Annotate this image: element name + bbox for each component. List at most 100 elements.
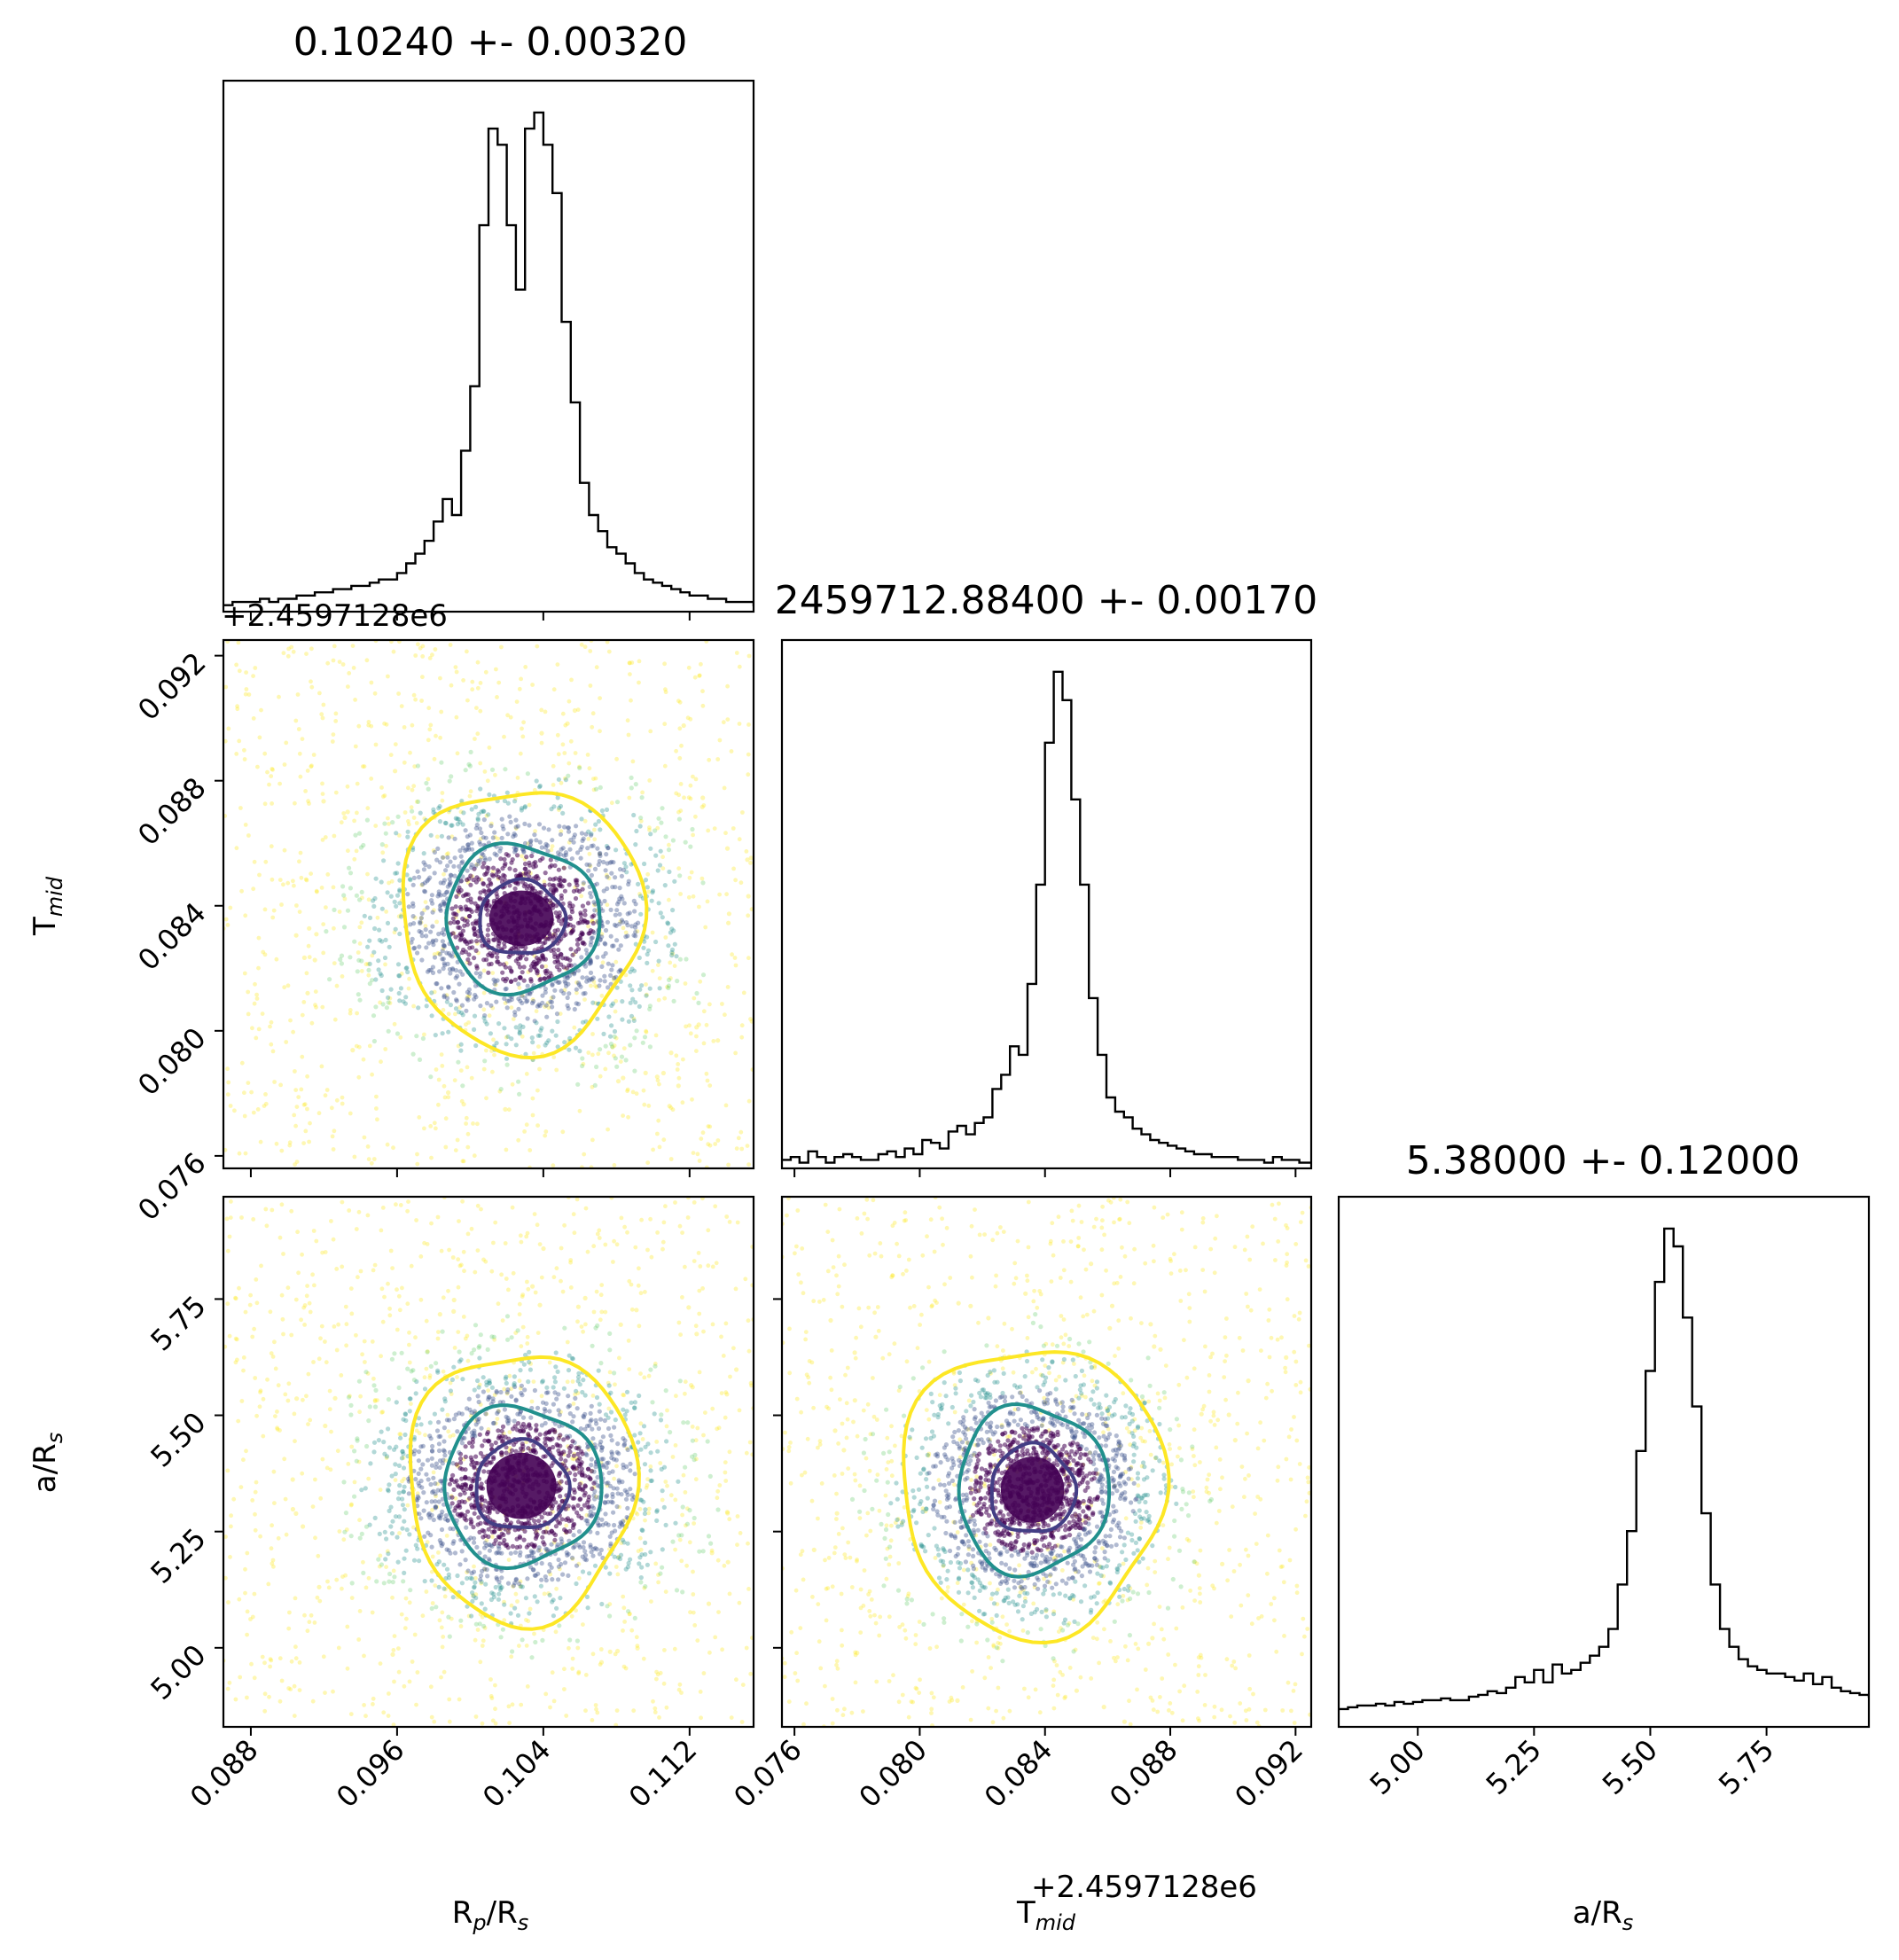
scatter-point (513, 847, 519, 853)
scatter-point (715, 1558, 721, 1563)
scatter-point (475, 685, 481, 691)
scatter-point (427, 1433, 433, 1439)
scatter-point (639, 1565, 645, 1570)
scatter-point (571, 835, 576, 840)
scatter-point (470, 1444, 475, 1449)
scatter-point (622, 1224, 627, 1230)
scatter-point (486, 922, 491, 928)
scatter-point (317, 1598, 323, 1604)
scatter-point (452, 1078, 457, 1082)
scatter-point (440, 1644, 445, 1650)
scatter-point (434, 1461, 439, 1466)
scatter-point (434, 1126, 438, 1131)
scatter-point (285, 983, 291, 988)
scatter-point (578, 847, 583, 853)
scatter-point (613, 959, 619, 964)
scatter-point (404, 1616, 409, 1621)
scatter-point (500, 866, 505, 871)
scatter-point (659, 1466, 664, 1472)
scatter-point (677, 957, 684, 962)
scatter-point (420, 654, 426, 659)
scatter-point (588, 957, 593, 963)
scatter-point (416, 642, 420, 647)
scatter-point (645, 1441, 651, 1447)
scatter-point (707, 757, 712, 762)
scatter-point (339, 820, 344, 825)
scatter-point (446, 1029, 451, 1035)
scatter-point (621, 1605, 627, 1611)
scatter-point (352, 818, 356, 824)
scatter-point (621, 1442, 627, 1449)
scatter-point (388, 1248, 394, 1253)
scatter-point (653, 1710, 658, 1714)
scatter-point (485, 869, 490, 874)
scatter-point (664, 1424, 669, 1429)
scatter-point (568, 738, 574, 744)
scatter-point (666, 921, 671, 926)
scatter-point (676, 699, 681, 704)
scatter-point (690, 1454, 695, 1459)
scatter-point (538, 976, 543, 981)
scatter-point (489, 953, 495, 959)
scatter-point (690, 1097, 694, 1102)
scatter-point (480, 1568, 485, 1573)
scatter-point (521, 720, 526, 725)
scatter-point (435, 1336, 441, 1341)
scatter-point (532, 1212, 537, 1216)
scatter-point (556, 752, 561, 757)
scatter-point (530, 1284, 535, 1289)
scatter-point (419, 699, 424, 703)
scatter-point (362, 913, 367, 918)
scatter-point (488, 1442, 495, 1448)
scatter-point (425, 1349, 430, 1354)
scatter-point (517, 1312, 522, 1316)
scatter-point (401, 1489, 406, 1495)
scatter-point (430, 652, 434, 658)
scatter-point (424, 933, 429, 939)
scatter-point (426, 777, 431, 782)
scatter-point (559, 895, 565, 902)
scatter-point (234, 846, 239, 851)
scatter-point (294, 1160, 300, 1164)
scatter-point (582, 912, 588, 918)
scatter-point (672, 941, 677, 947)
scatter-point (574, 879, 579, 886)
scatter-point (590, 724, 595, 730)
scatter-point (340, 662, 346, 667)
scatter-point (253, 1511, 257, 1517)
scatter-point (358, 1269, 363, 1274)
scatter-point (400, 1496, 405, 1502)
scatter-point (377, 937, 382, 943)
scatter-point (663, 1522, 668, 1527)
scatter-point (482, 1058, 488, 1064)
scatter-point (489, 1696, 495, 1701)
scatter-point (327, 1407, 332, 1412)
scatter-point (244, 670, 248, 675)
scatter-point (481, 817, 487, 823)
scatter-point (234, 662, 238, 668)
scatter-point (242, 747, 246, 753)
scatter-point (434, 857, 440, 863)
scatter-point (554, 903, 559, 909)
scatter-point (545, 1001, 551, 1006)
scatter-point (354, 1227, 359, 1231)
scatter-point (426, 1511, 432, 1517)
scatter-point (490, 1396, 496, 1402)
scatter-point (446, 1429, 451, 1434)
scatter-point (379, 1409, 384, 1415)
scatter-point (670, 1539, 676, 1544)
scatter-point (371, 1376, 376, 1381)
scatter-point (657, 1082, 661, 1087)
scatter-point (654, 1676, 659, 1682)
scatter-point (657, 976, 662, 980)
scatter-point (567, 761, 572, 766)
scatter-point (430, 1449, 435, 1454)
scatter-point (693, 1438, 699, 1443)
scatter-point (657, 986, 662, 991)
scatter-point (572, 1544, 577, 1550)
scatter-point (510, 1082, 515, 1087)
scatter-point (557, 910, 562, 916)
scatter-point (590, 1486, 595, 1491)
scatter-point (365, 944, 371, 949)
